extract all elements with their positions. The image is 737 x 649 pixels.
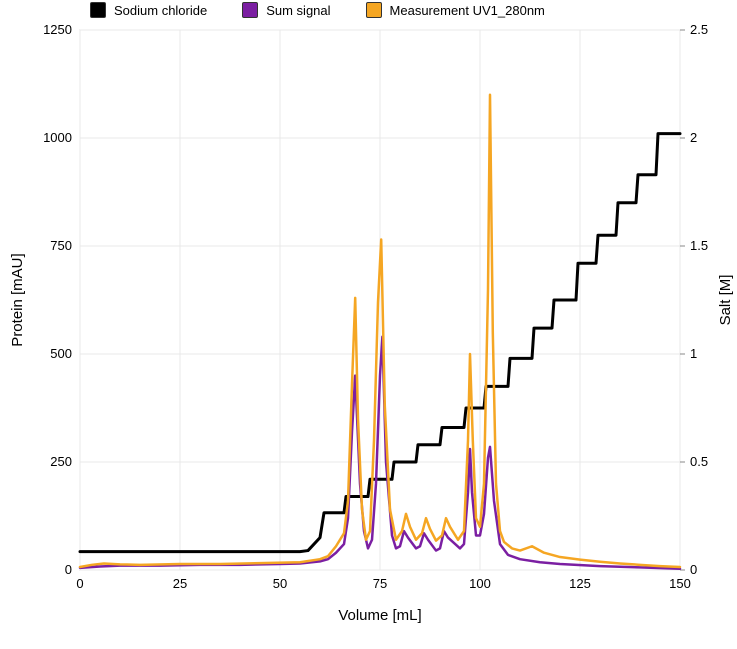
y-right-tick-label: 2 [690,130,697,145]
y-left-tick-label: 750 [50,238,72,253]
legend-label: Sum signal [266,3,330,18]
y-left-tick-label: 500 [50,346,72,361]
legend-item: Sum signal [242,2,330,18]
legend-item: Sodium chloride [90,2,207,18]
legend-swatch [90,2,106,18]
x-tick-label: 75 [373,576,387,591]
y-right-tick-label: 1 [690,346,697,361]
x-tick-label: 25 [173,576,187,591]
axis-labels: Volume [mL] Protein [mAU] Salt [M] [9,253,734,624]
grid [80,30,680,570]
legend-label: Sodium chloride [114,3,207,18]
chart-svg: 025507510012515002505007501000125000.511… [0,0,737,649]
y-right-tick-label: 1.5 [690,238,708,253]
y-left-tick-label: 1250 [43,22,72,37]
x-tick-label: 0 [76,576,83,591]
legend-swatch [242,2,258,18]
legend: Sodium chloride Sum signal Measurement U… [90,2,545,18]
y-left-tick-label: 250 [50,454,72,469]
y-right-axis-label: Salt [M] [717,275,734,326]
y-right-tick-label: 0.5 [690,454,708,469]
legend-swatch [366,2,382,18]
x-axis-label: Volume [mL] [338,607,421,624]
x-tick-label: 100 [469,576,491,591]
x-tick-label: 150 [669,576,691,591]
y-right-tick-label: 2.5 [690,22,708,37]
y-right-tick-label: 0 [690,562,697,577]
chromatogram-chart: Sodium chloride Sum signal Measurement U… [0,0,737,649]
y-left-tick-label: 0 [65,562,72,577]
legend-item: Measurement UV1_280nm [366,2,545,18]
y-left-tick-label: 1000 [43,130,72,145]
legend-label: Measurement UV1_280nm [390,3,545,18]
x-tick-label: 125 [569,576,591,591]
y-left-axis-label: Protein [mAU] [9,253,26,346]
x-tick-label: 50 [273,576,287,591]
